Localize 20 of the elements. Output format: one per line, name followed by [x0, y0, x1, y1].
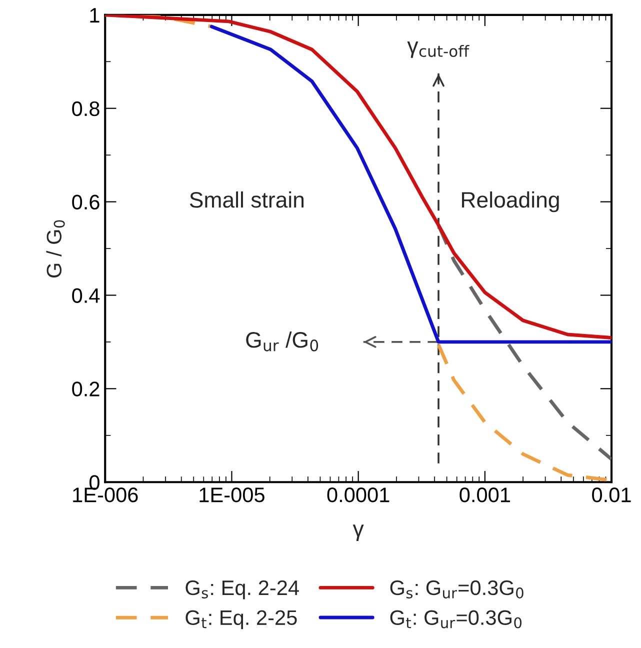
y-tick-label: 0.4 — [72, 288, 100, 303]
annotation: Small strain — [190, 191, 304, 208]
legend-label: G$_{t}$: G$_{ur}$=0.3G$_{0}$ — [390, 610, 522, 628]
x-tick-label: 1E-006 — [73, 488, 138, 502]
y-axis-title: G / G$_{0}$ — [46, 220, 65, 278]
x-axis-title: γ — [352, 524, 364, 541]
x-tick-label: 0.001 — [460, 488, 510, 502]
y-tick-label: 1 — [90, 8, 100, 22]
y-tick-label: 0.2 — [72, 382, 100, 396]
legend-label: G$_{s}$: G$_{ur}$=0.3G$_{0}$ — [390, 580, 524, 598]
y-tick-label: 0.6 — [72, 194, 100, 210]
y-tick-label: 0.8 — [72, 101, 100, 116]
x-tick-label: 0.01 — [592, 488, 631, 502]
ref-line-label: γ$_{cut-off}$ — [407, 42, 470, 58]
ref-line-label: G$_{ur}$ /G$_{0}$ — [246, 331, 318, 352]
legend-label: G$_{s}$: Eq. 2-24 — [186, 580, 299, 600]
legend-label: G$_{t}$: Eq. 2-25 — [186, 610, 297, 630]
x-tick-label: 0.0001 — [327, 488, 390, 502]
annotation: Reloading — [462, 191, 559, 212]
x-tick-label: 1E-005 — [200, 488, 264, 502]
